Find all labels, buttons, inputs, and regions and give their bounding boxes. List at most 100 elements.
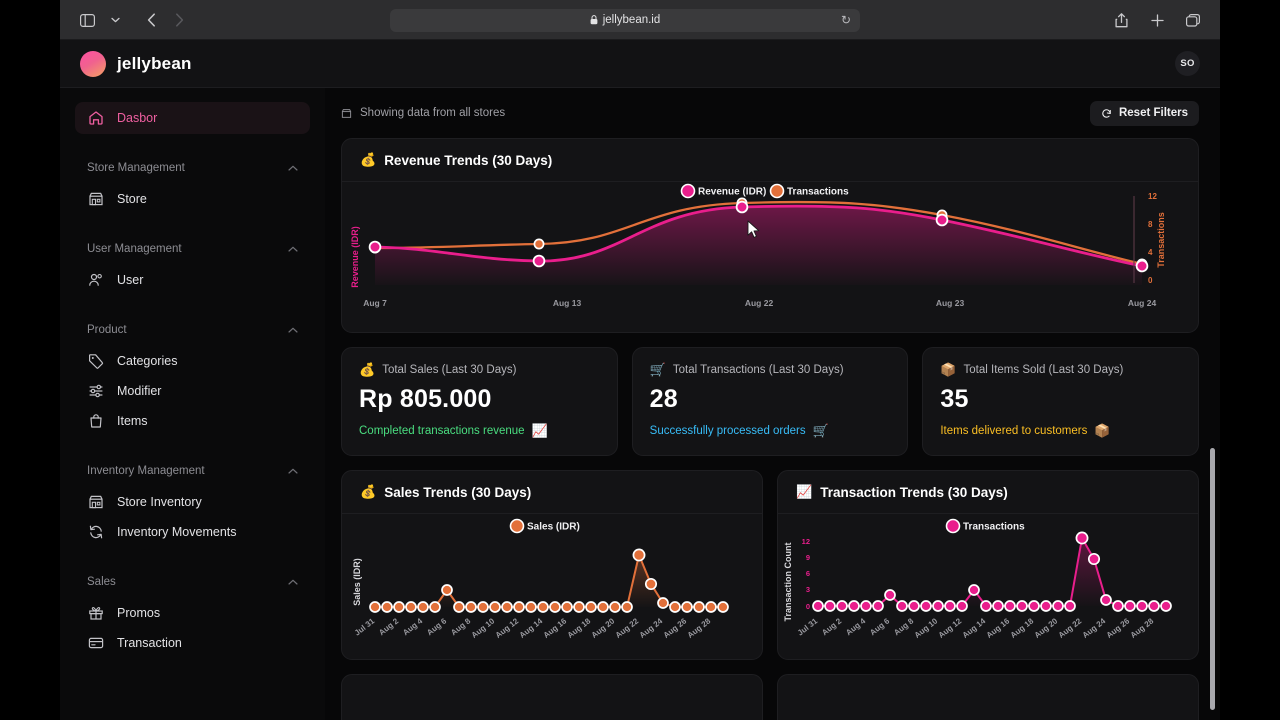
data-point[interactable]: [1052, 600, 1064, 612]
data-point[interactable]: [944, 600, 956, 612]
sidebar-item-modifier[interactable]: Modifier: [75, 376, 310, 406]
data-point[interactable]: [644, 577, 658, 591]
data-point[interactable]: [1087, 552, 1101, 566]
data-point[interactable]: [405, 601, 417, 613]
sidebar-item-user[interactable]: User: [75, 265, 310, 295]
sidebar-item-promos[interactable]: Promos: [75, 598, 310, 628]
data-point[interactable]: [1004, 600, 1016, 612]
data-point[interactable]: [860, 600, 872, 612]
data-point[interactable]: [693, 601, 705, 613]
data-point[interactable]: [1112, 600, 1124, 612]
data-point[interactable]: [632, 548, 646, 562]
tab-overview-icon[interactable]: [1180, 8, 1206, 32]
data-point[interactable]: [417, 601, 429, 613]
section-header[interactable]: Inventory Management: [75, 458, 310, 484]
data-point[interactable]: [681, 601, 693, 613]
data-point[interactable]: [465, 601, 477, 613]
reset-filters-button[interactable]: Reset Filters: [1089, 100, 1199, 126]
data-point[interactable]: [669, 601, 681, 613]
data-point[interactable]: [453, 601, 465, 613]
data-point[interactable]: [935, 213, 949, 227]
plus-icon[interactable]: [1144, 8, 1170, 32]
tag-icon: [87, 353, 104, 370]
data-point[interactable]: [956, 600, 968, 612]
data-point[interactable]: [812, 600, 824, 612]
address-bar[interactable]: jellybean.id ↻: [390, 8, 860, 32]
data-point[interactable]: [501, 601, 513, 613]
data-point[interactable]: [824, 600, 836, 612]
data-point[interactable]: [968, 584, 980, 596]
data-point[interactable]: [573, 601, 585, 613]
data-point[interactable]: [848, 600, 860, 612]
trend-up-emoji: 📈: [531, 423, 548, 438]
section-header[interactable]: Sales: [75, 569, 310, 595]
data-point[interactable]: [393, 601, 405, 613]
x-tick-label: Aug 22: [1057, 616, 1084, 640]
data-point[interactable]: [836, 600, 848, 612]
data-point[interactable]: [1075, 531, 1089, 545]
sidebar-item-store-inventory[interactable]: Store Inventory: [75, 487, 310, 517]
data-point[interactable]: [477, 601, 489, 613]
data-point[interactable]: [735, 200, 749, 214]
sidebar-item-inventory-movements[interactable]: Inventory Movements: [75, 517, 310, 547]
data-point[interactable]: [1135, 259, 1149, 273]
data-point[interactable]: [1040, 600, 1052, 612]
data-point[interactable]: [369, 601, 381, 613]
data-point[interactable]: [597, 601, 609, 613]
vertical-scrollbar[interactable]: [1210, 448, 1215, 710]
data-point[interactable]: [896, 600, 908, 612]
data-point[interactable]: [884, 589, 896, 601]
data-point[interactable]: [908, 600, 920, 612]
data-point[interactable]: [585, 601, 597, 613]
data-point[interactable]: [533, 238, 545, 250]
data-point[interactable]: [549, 601, 561, 613]
avatar[interactable]: SO: [1175, 51, 1200, 76]
share-icon[interactable]: [1108, 8, 1134, 32]
data-point[interactable]: [621, 601, 633, 613]
data-point[interactable]: [368, 240, 382, 254]
data-point[interactable]: [872, 600, 884, 612]
reload-icon[interactable]: ↻: [840, 13, 851, 27]
sidebar-item-items[interactable]: Items: [75, 406, 310, 436]
browser-toolbar: jellybean.id ↻: [60, 0, 1220, 40]
data-point[interactable]: [705, 601, 717, 613]
data-point[interactable]: [657, 597, 669, 609]
data-point[interactable]: [609, 601, 621, 613]
sidebar-toggle-icon[interactable]: [74, 8, 100, 32]
data-point[interactable]: [561, 601, 573, 613]
section-header[interactable]: User Management: [75, 236, 310, 262]
data-point[interactable]: [1124, 600, 1136, 612]
card-icon: [87, 635, 104, 652]
section-header[interactable]: Store Management: [75, 155, 310, 181]
data-point[interactable]: [489, 601, 501, 613]
data-point[interactable]: [429, 601, 441, 613]
data-point[interactable]: [532, 254, 546, 268]
data-point[interactable]: [992, 600, 1004, 612]
sidebar-item-store[interactable]: Store: [75, 184, 310, 214]
data-point[interactable]: [513, 601, 525, 613]
data-point[interactable]: [1100, 594, 1112, 606]
data-point[interactable]: [717, 601, 729, 613]
sidebar-item-transaction[interactable]: Transaction: [75, 628, 310, 658]
data-point[interactable]: [1136, 600, 1148, 612]
data-point[interactable]: [1028, 600, 1040, 612]
data-point[interactable]: [920, 600, 932, 612]
section-title: Inventory Management: [87, 465, 205, 477]
data-point[interactable]: [537, 601, 549, 613]
sidebar-item-categories[interactable]: Categories: [75, 346, 310, 376]
data-point[interactable]: [441, 584, 453, 596]
data-point[interactable]: [1016, 600, 1028, 612]
chevron-down-icon[interactable]: [102, 8, 128, 32]
back-arrow-icon[interactable]: [138, 8, 164, 32]
data-point[interactable]: [1160, 600, 1172, 612]
sidebar-item-dasbor[interactable]: Dasbor: [75, 102, 310, 134]
data-point[interactable]: [1148, 600, 1160, 612]
data-point[interactable]: [525, 601, 537, 613]
data-point[interactable]: [980, 600, 992, 612]
data-point[interactable]: [381, 601, 393, 613]
stat-title-row: 🛒 Total Transactions (Last 30 Days): [650, 362, 891, 378]
data-point[interactable]: [932, 600, 944, 612]
brand[interactable]: jellybean: [80, 50, 192, 77]
section-header[interactable]: Product: [75, 317, 310, 343]
data-point[interactable]: [1064, 600, 1076, 612]
